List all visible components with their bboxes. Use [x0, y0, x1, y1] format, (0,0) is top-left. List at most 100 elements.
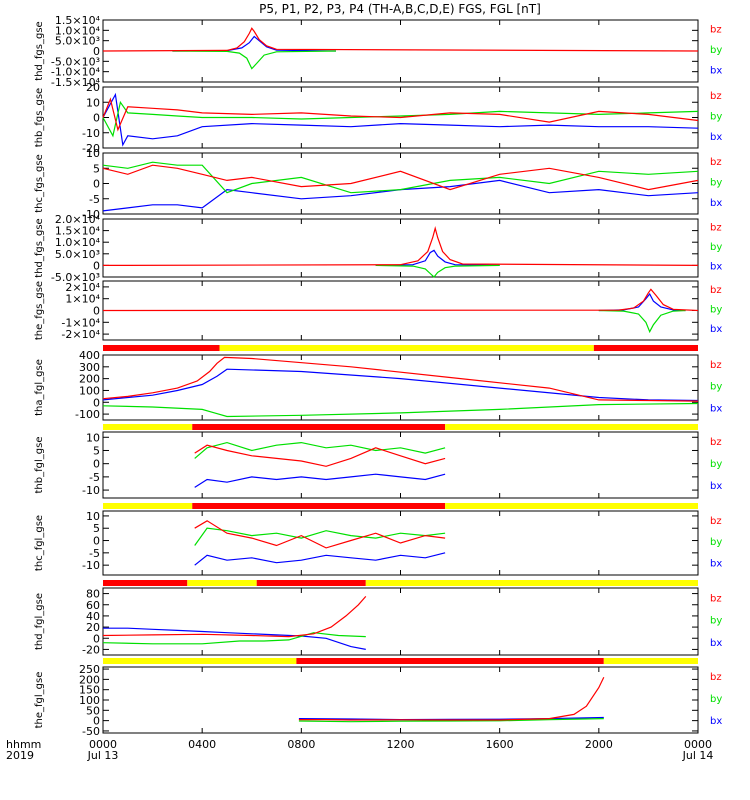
y-tick-label: -100: [75, 408, 100, 421]
status-bar-segment: [103, 658, 297, 664]
series-line-by: [194, 527, 446, 546]
x-label-bottom: 2019: [6, 749, 34, 762]
legend-bx: bx: [710, 403, 722, 414]
y-tick-label: 80: [86, 588, 100, 601]
legend-bx: bx: [710, 132, 722, 143]
series-line-bz: [102, 288, 699, 312]
y-axis-label: thd_fgs_gse: [34, 21, 45, 80]
status-bar-segment: [219, 345, 594, 351]
series-line-by: [102, 100, 699, 138]
status-bar-segment: [187, 580, 257, 586]
panel-frame: [102, 152, 699, 215]
y-tick-label: 10: [86, 431, 100, 444]
y-tick-label: 100: [79, 694, 100, 707]
chart-title: P5, P1, P2, P3, P4 (TH-A,B,C,D,E) FGS, F…: [259, 2, 541, 16]
series-line-by: [102, 161, 699, 194]
y-tick-label: 40: [86, 610, 100, 623]
panel-frame: [102, 431, 699, 499]
legend-by: by: [710, 616, 722, 627]
y-tick-label: 300: [79, 361, 100, 374]
y-tick-label: 20: [86, 621, 100, 634]
y-tick-label: 0: [93, 535, 100, 548]
x-tick-label: 0000: [89, 738, 117, 751]
legend-bz: bz: [710, 24, 722, 35]
legend-bx: bx: [710, 558, 722, 569]
y-tick-label: 0: [93, 458, 100, 471]
series-line-bz: [102, 356, 699, 402]
y-axis-label: tha_fgl_gse: [34, 359, 45, 416]
series-line-bx: [103, 627, 366, 650]
y-tick-label: 1×10⁴: [65, 293, 100, 306]
y-tick-label: -5: [89, 547, 100, 560]
y-tick-label: -10: [82, 127, 100, 140]
series-line-bx: [194, 473, 446, 488]
series-line-by: [172, 50, 337, 70]
series-line-bz: [102, 97, 699, 132]
y-tick-label: -20: [82, 142, 100, 155]
series-line-by: [375, 264, 500, 278]
y-axis-label: thd_fgl_gse: [34, 593, 45, 650]
legend-bz: bz: [710, 285, 722, 296]
y-tick-label: 100: [79, 384, 100, 397]
y-tick-label: -1.5×10⁴: [51, 76, 101, 89]
series-line-bx: [102, 92, 699, 147]
series-line-bx: [172, 35, 337, 52]
y-tick-label: -5.0×10³: [51, 55, 100, 68]
legend-bz: bz: [710, 223, 722, 234]
panel-frame: [102, 587, 699, 656]
status-bar-segment: [103, 503, 193, 509]
y-tick-label: 0: [93, 178, 100, 191]
series-line-by: [298, 718, 604, 723]
y-tick-label: -5.0×10³: [51, 271, 100, 284]
legend-bz: bz: [710, 91, 722, 102]
y-tick-label: 20: [86, 81, 100, 94]
series-line-by: [598, 309, 686, 334]
y-tick-label: -5: [89, 471, 100, 484]
y-tick-label: 1.5×10⁴: [55, 225, 101, 238]
y-tick-label: 400: [79, 349, 100, 362]
y-tick-label: 0: [93, 45, 100, 58]
series-line-bx: [194, 552, 446, 566]
series-line-by: [102, 632, 366, 645]
x-tick-label: 2000: [585, 738, 613, 751]
legend-by: by: [710, 459, 722, 470]
y-tick-label: -1×10⁴: [61, 316, 100, 329]
y-tick-label: -50: [82, 725, 100, 738]
status-bar-segment: [103, 424, 193, 430]
y-tick-label: 200: [79, 373, 100, 386]
panel-frame: [102, 218, 699, 278]
status-bar-segment: [365, 580, 698, 586]
y-tick-label: 0: [93, 632, 100, 645]
y-tick-label: 250: [79, 663, 100, 676]
series-line-by: [194, 441, 446, 459]
y-tick-label: 2×10⁴: [65, 281, 100, 294]
y-tick-label: 150: [79, 684, 100, 697]
y-tick-label: -10: [82, 484, 100, 497]
status-bar-segment: [103, 345, 220, 351]
y-tick-label: 0: [93, 112, 100, 125]
y-tick-label: 1.5×10⁴: [55, 14, 101, 27]
y-tick-label: -5: [89, 193, 100, 206]
status-bar-segment: [603, 658, 698, 664]
y-tick-label: 5: [93, 162, 100, 175]
series-line-bz: [102, 27, 699, 52]
y-axis-label: thb_fgl_gse: [34, 437, 45, 494]
x-label-top: hhmm: [6, 738, 41, 751]
legend-by: by: [710, 45, 722, 56]
y-tick-label: 10: [86, 510, 100, 523]
status-bar-segment: [445, 424, 698, 430]
x-tick-sublabel: Jul 13: [87, 749, 119, 762]
y-tick-label: -20: [82, 643, 100, 656]
legend-bz: bz: [710, 157, 722, 168]
y-axis-label: thd_fgs_gse: [34, 218, 45, 277]
legend-bz: bz: [710, 516, 722, 527]
x-tick-label: 1200: [387, 738, 415, 751]
legend-bz: bz: [710, 593, 722, 604]
y-tick-label: 5.0×10³: [55, 248, 100, 261]
status-bar-segment: [593, 345, 698, 351]
y-axis-label: the_fgs_gse: [34, 281, 45, 340]
x-tick-label: 0800: [287, 738, 315, 751]
legend-by: by: [710, 112, 722, 123]
